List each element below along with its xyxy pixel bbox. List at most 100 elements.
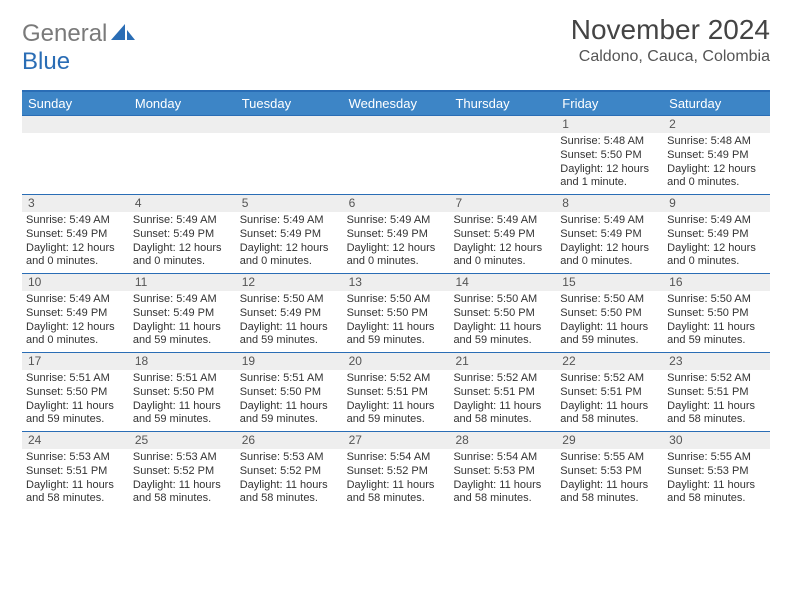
day-number: 1	[556, 116, 663, 133]
sunset-text: Sunset: 5:49 PM	[133, 307, 232, 321]
day-cell: 3Sunrise: 5:49 AMSunset: 5:49 PMDaylight…	[22, 195, 129, 273]
logo-text-gray: General	[22, 20, 107, 48]
page-title: November 2024	[571, 14, 770, 46]
day-number: 29	[556, 432, 663, 449]
day-number: 18	[129, 353, 236, 370]
sunset-text: Sunset: 5:50 PM	[240, 386, 339, 400]
sunrise-text: Sunrise: 5:49 AM	[240, 214, 339, 228]
day-cell: 20Sunrise: 5:52 AMSunset: 5:51 PMDayligh…	[343, 353, 450, 431]
daylight-text: Daylight: 12 hours and 0 minutes.	[453, 242, 552, 270]
sunset-text: Sunset: 5:49 PM	[26, 307, 125, 321]
day-number: 4	[129, 195, 236, 212]
day-cell: 2Sunrise: 5:48 AMSunset: 5:49 PMDaylight…	[663, 116, 770, 194]
day-cell	[129, 116, 236, 194]
day-cell: 14Sunrise: 5:50 AMSunset: 5:50 PMDayligh…	[449, 274, 556, 352]
day-cell: 29Sunrise: 5:55 AMSunset: 5:53 PMDayligh…	[556, 432, 663, 510]
sunrise-text: Sunrise: 5:49 AM	[133, 214, 232, 228]
day-cell: 18Sunrise: 5:51 AMSunset: 5:50 PMDayligh…	[129, 353, 236, 431]
week-row: 3Sunrise: 5:49 AMSunset: 5:49 PMDaylight…	[22, 194, 770, 273]
week-row: 17Sunrise: 5:51 AMSunset: 5:50 PMDayligh…	[22, 352, 770, 431]
day-number	[343, 116, 450, 133]
daylight-text: Daylight: 11 hours and 59 minutes.	[133, 400, 232, 428]
sunset-text: Sunset: 5:51 PM	[560, 386, 659, 400]
sunrise-text: Sunrise: 5:53 AM	[133, 451, 232, 465]
day-number: 9	[663, 195, 770, 212]
day-number: 12	[236, 274, 343, 291]
daylight-text: Daylight: 11 hours and 58 minutes.	[133, 479, 232, 507]
sunset-text: Sunset: 5:50 PM	[347, 307, 446, 321]
day-number: 15	[556, 274, 663, 291]
sunrise-text: Sunrise: 5:52 AM	[560, 372, 659, 386]
daylight-text: Daylight: 11 hours and 59 minutes.	[133, 321, 232, 349]
day-number: 3	[22, 195, 129, 212]
day-cell: 6Sunrise: 5:49 AMSunset: 5:49 PMDaylight…	[343, 195, 450, 273]
sunrise-text: Sunrise: 5:49 AM	[667, 214, 766, 228]
sunset-text: Sunset: 5:50 PM	[560, 149, 659, 163]
daylight-text: Daylight: 12 hours and 1 minute.	[560, 163, 659, 191]
sunset-text: Sunset: 5:49 PM	[667, 149, 766, 163]
sunset-text: Sunset: 5:53 PM	[453, 465, 552, 479]
day-cell	[343, 116, 450, 194]
sunrise-text: Sunrise: 5:54 AM	[347, 451, 446, 465]
day-number: 10	[22, 274, 129, 291]
sunset-text: Sunset: 5:51 PM	[347, 386, 446, 400]
sunset-text: Sunset: 5:49 PM	[347, 228, 446, 242]
weekday-header: Tuesday	[236, 92, 343, 115]
sunset-text: Sunset: 5:49 PM	[133, 228, 232, 242]
weeks-container: 1Sunrise: 5:48 AMSunset: 5:50 PMDaylight…	[22, 115, 770, 510]
day-number: 30	[663, 432, 770, 449]
weekday-header: Saturday	[663, 92, 770, 115]
sunrise-text: Sunrise: 5:50 AM	[453, 293, 552, 307]
sunset-text: Sunset: 5:49 PM	[240, 307, 339, 321]
day-number: 24	[22, 432, 129, 449]
day-number: 8	[556, 195, 663, 212]
sunrise-text: Sunrise: 5:53 AM	[240, 451, 339, 465]
week-row: 24 Sunrise: 5:53 AM Sunset: 5:51 PM Dayligh…	[22, 431, 770, 510]
sunrise-text: Sunrise: 5:49 AM	[26, 214, 125, 228]
day-cell: 19Sunrise: 5:51 AMSunset: 5:50 PMDayligh…	[236, 353, 343, 431]
sunset-text: Sunset: 5:51 PM	[26, 465, 125, 479]
daylight-text: Daylight: 11 hours and 59 minutes.	[26, 400, 125, 428]
day-cell: 7Sunrise: 5:49 AMSunset: 5:49 PMDaylight…	[449, 195, 556, 273]
sunrise-text: Sunrise: 5:52 AM	[667, 372, 766, 386]
day-number: 13	[343, 274, 450, 291]
daylight-text: Daylight: 11 hours and 59 minutes.	[667, 321, 766, 349]
day-number: 20	[343, 353, 450, 370]
sunrise-text: Sunrise: 5:51 AM	[240, 372, 339, 386]
sunset-text: Sunset: 5:52 PM	[133, 465, 232, 479]
sunset-text: Sunset: 5:53 PM	[560, 465, 659, 479]
sunrise-text: Sunrise: 5:55 AM	[667, 451, 766, 465]
daylight-text: Daylight: 11 hours and 58 minutes.	[453, 479, 552, 507]
sunset-text: Sunset: 5:50 PM	[133, 386, 232, 400]
day-number: 21	[449, 353, 556, 370]
day-number: 23	[663, 353, 770, 370]
daylight-text: Daylight: 11 hours and 59 minutes.	[240, 321, 339, 349]
sunset-text: Sunset: 5:49 PM	[667, 228, 766, 242]
day-number	[449, 116, 556, 133]
weekday-header-row: Sunday Monday Tuesday Wednesday Thursday…	[22, 92, 770, 115]
sunrise-text: Sunrise: 5:51 AM	[26, 372, 125, 386]
day-cell: 28Sunrise: 5:54 AMSunset: 5:53 PMDayligh…	[449, 432, 556, 510]
sunrise-text: Sunrise: 5:49 AM	[560, 214, 659, 228]
daylight-text: Daylight: 12 hours and 0 minutes.	[26, 242, 125, 270]
day-cell: 1Sunrise: 5:48 AMSunset: 5:50 PMDaylight…	[556, 116, 663, 194]
day-number: 22	[556, 353, 663, 370]
calendar-page: General November 2024 Caldono, Cauca, Co…	[0, 0, 792, 510]
sunrise-text: Sunrise: 5:48 AM	[667, 135, 766, 149]
weekday-header: Wednesday	[343, 92, 450, 115]
sunset-text: Sunset: 5:50 PM	[667, 307, 766, 321]
weekday-header: Friday	[556, 92, 663, 115]
sunrise-text: Sunrise: 5:54 AM	[453, 451, 552, 465]
day-cell: 11Sunrise: 5:49 AMSunset: 5:49 PMDayligh…	[129, 274, 236, 352]
daylight-text: Daylight: 12 hours and 0 minutes.	[667, 163, 766, 191]
day-number: 26	[236, 432, 343, 449]
sunrise-text: Sunrise: 5:50 AM	[240, 293, 339, 307]
daylight-text: Daylight: 11 hours and 58 minutes.	[560, 400, 659, 428]
weekday-header: Monday	[129, 92, 236, 115]
day-number: 6	[343, 195, 450, 212]
page-subtitle: Caldono, Cauca, Colombia	[571, 48, 770, 66]
sunset-text: Sunset: 5:52 PM	[240, 465, 339, 479]
day-cell	[22, 116, 129, 194]
sunrise-text: Sunrise: 5:50 AM	[347, 293, 446, 307]
day-cell: 5Sunrise: 5:49 AMSunset: 5:49 PMDaylight…	[236, 195, 343, 273]
